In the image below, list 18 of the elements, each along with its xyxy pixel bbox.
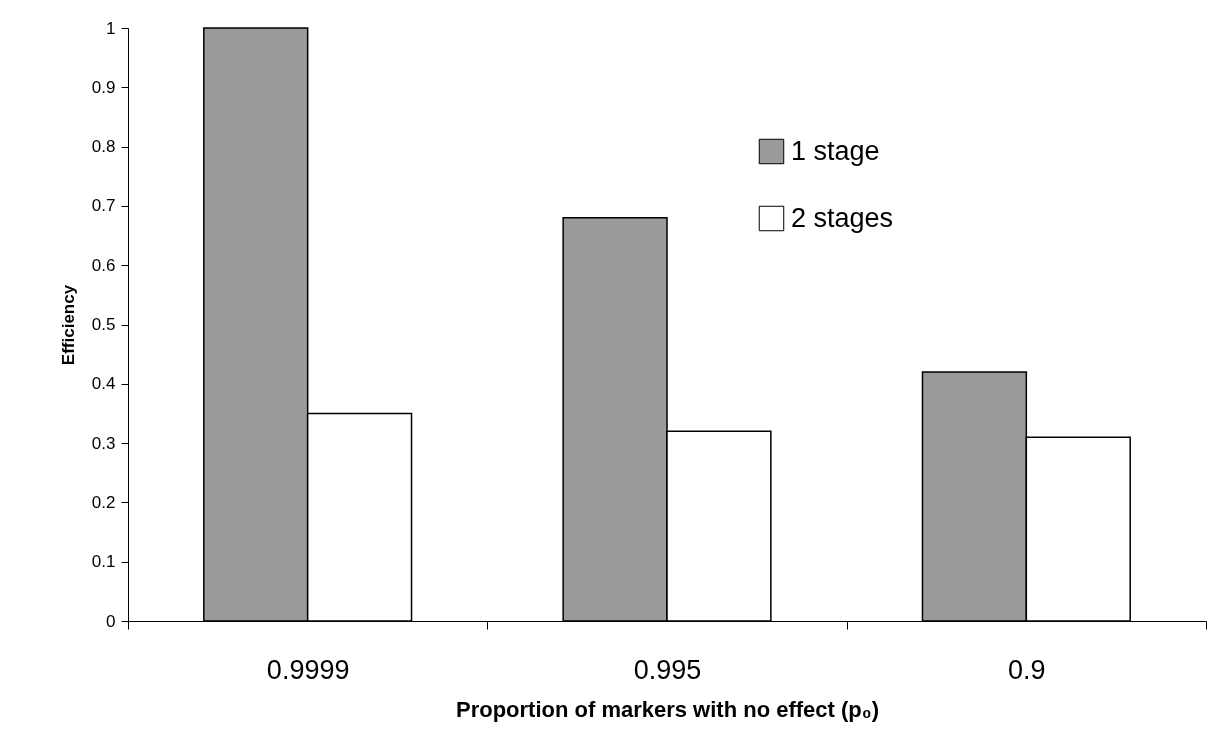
x-tick-label: 0.995 (633, 654, 702, 685)
x-axis-title: Proportion of markers with no effect (p₀) (455, 696, 880, 722)
x-tick-label: 0.9999 (266, 654, 350, 685)
y-tick-label: 0.4 (91, 374, 116, 394)
y-tick-label: 0.7 (91, 196, 116, 216)
y-tick-label: 0 (106, 611, 116, 631)
y-tick-label: 0.9 (91, 77, 116, 97)
y-tick-label: 0.8 (91, 137, 116, 157)
y-tick-label: 0.2 (91, 492, 116, 512)
x-tick-label: 0.9 (1008, 654, 1046, 685)
y-axis-title: Efficiency (58, 284, 78, 366)
y-tick-label: 1 (106, 18, 116, 38)
legend-label: 1 stage (791, 135, 880, 166)
y-tick-label: 0.5 (91, 315, 116, 334)
y-tick-label: 0.3 (91, 433, 116, 453)
y-tick-label: 0.6 (91, 255, 116, 275)
y-tick-label: 0.1 (91, 552, 116, 572)
legend-label: 2 stages (791, 202, 894, 233)
